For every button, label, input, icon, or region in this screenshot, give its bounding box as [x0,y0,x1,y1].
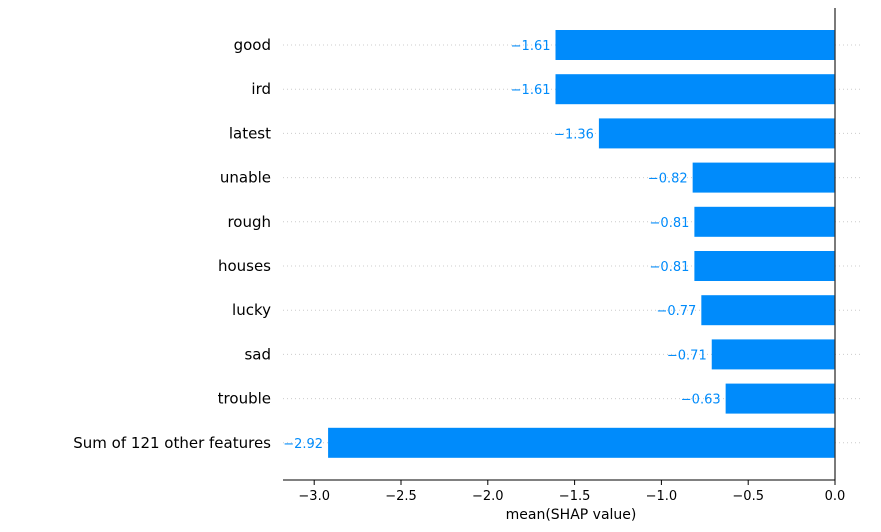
value-label: −0.81 [650,216,690,231]
x-tick-label: 0.0 [825,489,846,504]
bar [555,74,835,105]
feature-label: Sum of 121 other features [73,434,271,452]
bars [328,30,835,458]
bar [328,427,835,458]
x-tick-label: −3.0 [298,489,330,504]
bar [692,162,835,193]
feature-labels: good ird latest unable rough houses lucky sad tr… [73,36,271,452]
feature-label: latest [229,124,271,142]
value-label: −2.92 [283,437,323,452]
bar [711,339,835,370]
value-label: −1.61 [511,39,551,54]
feature-label: unable [220,169,271,187]
value-label: −1.36 [554,127,594,142]
bar [725,383,835,414]
bar [598,118,835,149]
value-label: −0.81 [650,260,690,275]
feature-label: trouble [218,390,271,408]
value-label: −0.63 [681,393,721,408]
x-tick-label: −2.5 [385,489,417,504]
bar [701,295,835,326]
feature-label: sad [244,345,271,363]
x-tick-label: −1.5 [559,489,591,504]
value-label: −1.61 [511,83,551,98]
x-tick-label: −1.0 [646,489,678,504]
x-tick-label: −2.0 [472,489,504,504]
feature-label: ird [251,80,271,98]
x-axis-title: mean(SHAP value) [506,507,637,523]
bar [694,251,835,281]
feature-label: houses [218,257,271,275]
feature-label: rough [227,213,271,231]
x-axis: −3.0 −2.5 −2.0 −1.5 −1.0 −0.5 0.0 [283,479,846,504]
x-tick-label: −0.5 [732,489,764,504]
value-label: −0.71 [667,348,707,363]
value-label: −0.82 [648,172,688,187]
grid-lines [283,44,860,444]
bar [555,30,835,60]
value-labels: −1.61 −1.61 −1.36 −0.82 −0.81 −0.81 −0.77 −0.71… [283,39,720,452]
feature-label: good [234,36,271,54]
feature-label: lucky [232,301,271,319]
bar [694,206,835,237]
value-label: −0.77 [656,304,696,319]
